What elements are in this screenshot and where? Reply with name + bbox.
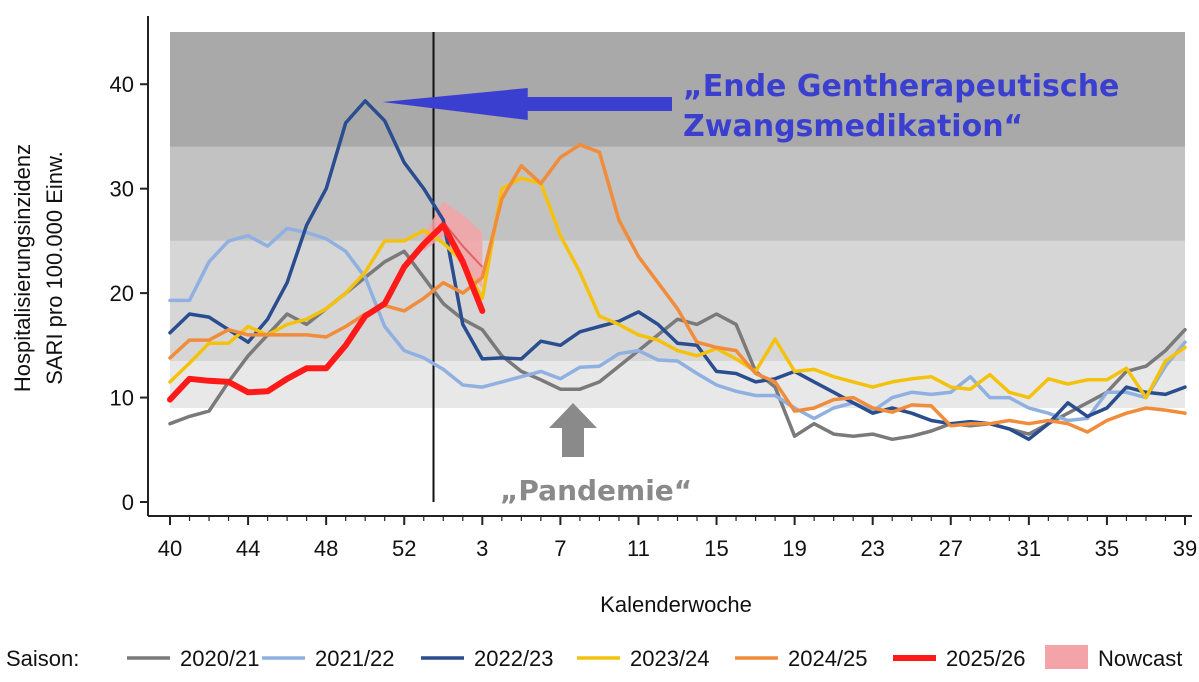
- legend-label-2025-26: 2025/26: [946, 646, 1026, 671]
- legend-label-2024-25: 2024/25: [788, 646, 868, 671]
- y-tick-label: 30: [110, 177, 134, 202]
- axis-titles: Kalenderwoche Hospitalisierungsinzidenz …: [10, 144, 752, 617]
- incidence-bands: [170, 32, 1185, 408]
- x-tick-label: 3: [476, 536, 488, 561]
- series-layer: [167, 99, 1187, 442]
- legend-label-nowcast: Nowcast: [1098, 646, 1182, 671]
- legend-label-2023-24: 2023/24: [630, 646, 710, 671]
- annotation-pandemie: „Pandemie“: [500, 474, 692, 507]
- y-axis-title-line2: SARI pro 100.000 Einw.: [42, 151, 67, 385]
- series-line-2022-23: [168, 99, 1187, 442]
- x-tick-label: 40: [158, 536, 182, 561]
- x-tick-label: 19: [782, 536, 806, 561]
- y-tick-label: 10: [110, 386, 134, 411]
- x-tick-label: 35: [1095, 536, 1119, 561]
- x-tick-label: 44: [236, 536, 260, 561]
- band-3: [170, 32, 1185, 147]
- legend-label-2020-21: 2020/21: [180, 646, 260, 671]
- x-tick-label: 39: [1173, 536, 1197, 561]
- axes: 0 10 20 30 40 40 44 48 52 3 7 11 15 19 23 27 31 35 39: [110, 16, 1197, 561]
- band-2: [170, 146, 1185, 241]
- x-tick-label: 7: [554, 536, 566, 561]
- x-tick-label: 31: [1017, 536, 1041, 561]
- x-tick-label: 11: [627, 536, 650, 561]
- x-tick-label: 15: [704, 536, 728, 561]
- y-tick-label: 20: [110, 281, 134, 306]
- x-tick-label: 27: [939, 536, 963, 561]
- annotation-layer: „Ende Gentherapeutische Zwangsmedikation…: [382, 69, 1119, 507]
- annotation-blue-line2: Zwangsmedikation“: [683, 109, 1023, 144]
- y-axis-title-line1: Hospitalisierungsinzidenz: [10, 144, 35, 392]
- legend-label-2022-23: 2022/23: [474, 646, 554, 671]
- x-axis-title: Kalenderwoche: [600, 592, 752, 617]
- annotation-blue-line1: „Ende Gentherapeutische: [683, 69, 1119, 104]
- series-line-2025-26: [167, 222, 486, 403]
- grey-up-arrow-icon: [549, 403, 597, 457]
- series-line-2021-22: [168, 226, 1187, 423]
- legend-swatch-nowcast: [1045, 645, 1088, 669]
- y-tick-label: 0: [122, 490, 134, 515]
- legend: Saison: 2020/21 2021/22 2022/23 2023/24 2024…: [6, 645, 1182, 671]
- series-line-2024-25: [168, 143, 1187, 434]
- x-tick-label: 23: [860, 536, 884, 561]
- legend-title: Saison:: [6, 646, 79, 671]
- series-line-2023-24: [168, 176, 1187, 400]
- x-tick-label: 48: [314, 536, 338, 561]
- blue-arrow-icon: [382, 88, 672, 121]
- y-tick-label: 40: [110, 72, 134, 97]
- x-tick-label: 52: [392, 536, 416, 561]
- legend-label-2021-22: 2021/22: [315, 646, 395, 671]
